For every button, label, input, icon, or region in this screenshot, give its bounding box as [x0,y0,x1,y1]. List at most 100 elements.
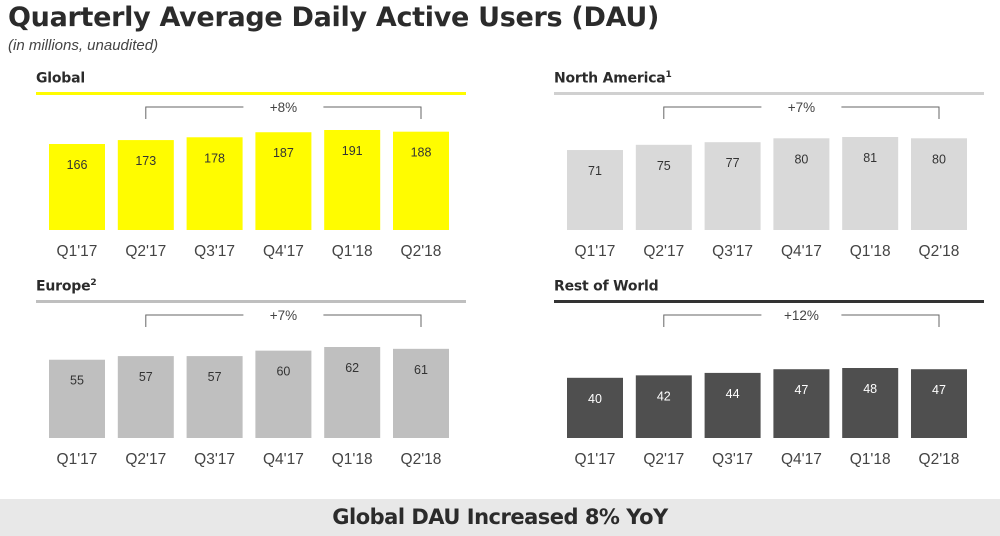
bar [255,350,312,438]
data-label: 55 [70,374,84,388]
x-tick-label: Q4'17 [781,451,822,468]
data-label: 188 [411,146,432,160]
x-tick-label: Q1'17 [575,243,616,260]
growth-bracket [663,314,940,327]
x-tick-label: Q2'18 [401,451,442,468]
data-label: 80 [932,152,946,166]
data-label: 81 [863,151,877,165]
footer-text: Global DAU Increased 8% YoY [332,505,668,529]
panel-rule [36,92,466,95]
x-tick-label: Q4'17 [263,243,304,260]
x-tick-label: Q1'18 [850,451,891,468]
bar [842,368,899,438]
data-label: 61 [414,363,428,377]
x-tick-label: Q2'17 [125,243,166,260]
bar [635,144,692,230]
bar [255,132,312,230]
page-title: Quarterly Average Daily Active Users (DA… [8,2,660,33]
bar [567,377,623,438]
data-label: 178 [204,151,225,165]
page-subtitle: (in millions, unaudited) [8,37,159,54]
data-label: 57 [208,370,222,384]
panel-north-america: North America1 71 Q1'17 75 Q2'17 77 Q3'17 80 Q4… [554,70,984,270]
x-tick-label: Q2'18 [919,243,960,260]
panel-title: North America1 [554,70,672,87]
panel-rule [554,92,984,95]
bar-chart-rest-of-world: 40 Q1'17 42 Q2'17 44 Q3'17 47 Q4'17 48 Q1'18 47 Q2'… [567,308,967,468]
growth-label: +12% [784,308,819,323]
panel-global: Global 166 Q1'17 173 Q2'17 178 Q3'17 187 Q4'17 1… [36,70,466,270]
bar [635,375,692,438]
x-tick-label: Q3'17 [712,243,753,260]
bar [393,131,449,230]
x-tick-label: Q2'18 [919,451,960,468]
bar [186,137,243,230]
data-label: 71 [588,164,602,178]
x-tick-label: Q1'18 [332,243,373,260]
x-tick-label: Q1'18 [332,451,373,468]
panel-rest-of-world: Rest of World 40 Q1'17 42 Q2'17 44 Q3'17 47 Q4'… [554,278,984,478]
bar [842,137,899,230]
x-tick-label: Q4'17 [263,451,304,468]
bar [773,369,830,438]
x-tick-label: Q1'18 [850,243,891,260]
bar [911,369,967,438]
panel-rule [36,300,466,303]
bar [567,150,623,230]
data-label: 42 [657,389,671,403]
x-tick-label: Q1'17 [57,451,98,468]
panel-title: Rest of World [554,278,659,295]
bar [704,142,761,230]
bar [49,359,105,438]
x-tick-label: Q3'17 [194,451,235,468]
panel-title: Europe2 [36,278,97,295]
bar [773,138,830,230]
growth-label: +8% [270,100,297,115]
data-label: 62 [345,361,359,375]
panel-rule [554,300,984,303]
panel-title: Global [36,70,85,87]
x-tick-label: Q2'17 [125,451,166,468]
bar [117,356,174,438]
bar [704,372,761,438]
bar [49,144,105,230]
x-tick-label: Q2'18 [401,243,442,260]
x-tick-label: Q2'17 [643,451,684,468]
footnote-marker: 2 [90,278,97,288]
bar-chart-north-america: 71 Q1'17 75 Q2'17 77 Q3'17 80 Q4'17 81 Q1'18 80 Q2'… [567,100,967,260]
bar [911,138,967,230]
x-tick-label: Q1'17 [57,243,98,260]
data-label: 47 [794,383,808,397]
data-label: 80 [794,152,808,166]
data-label: 173 [135,154,156,168]
x-tick-label: Q3'17 [194,243,235,260]
bar [117,140,174,230]
data-label: 77 [726,156,740,170]
bar-chart-europe: 55 Q1'17 57 Q2'17 57 Q3'17 60 Q4'17 62 Q1'18 61 Q2'… [49,308,449,468]
footer-banner: Global DAU Increased 8% YoY [0,499,1000,536]
growth-bracket [145,106,422,119]
bar [324,130,381,230]
bar [393,348,449,438]
x-tick-label: Q2'17 [643,243,684,260]
panel-europe: Europe2 55 Q1'17 57 Q2'17 57 Q3'17 60 Q4'17 62 Q1… [36,278,466,478]
data-label: 44 [726,387,740,401]
bar [186,356,243,438]
bar [324,347,381,438]
growth-bracket [145,314,422,327]
data-label: 187 [273,146,294,160]
footnote-marker: 1 [665,70,672,80]
data-label: 191 [342,144,363,158]
x-tick-label: Q1'17 [575,451,616,468]
data-label: 166 [67,158,88,172]
data-label: 47 [932,383,946,397]
x-tick-label: Q3'17 [712,451,753,468]
data-label: 60 [276,365,290,379]
data-label: 75 [657,159,671,173]
growth-label: +7% [270,308,297,323]
growth-label: +7% [788,100,815,115]
data-label: 48 [863,382,877,396]
bar-chart-global: 166 Q1'17 173 Q2'17 178 Q3'17 187 Q4'17 191 Q1'18… [49,100,449,260]
data-label: 40 [588,392,602,406]
growth-bracket [663,106,940,119]
